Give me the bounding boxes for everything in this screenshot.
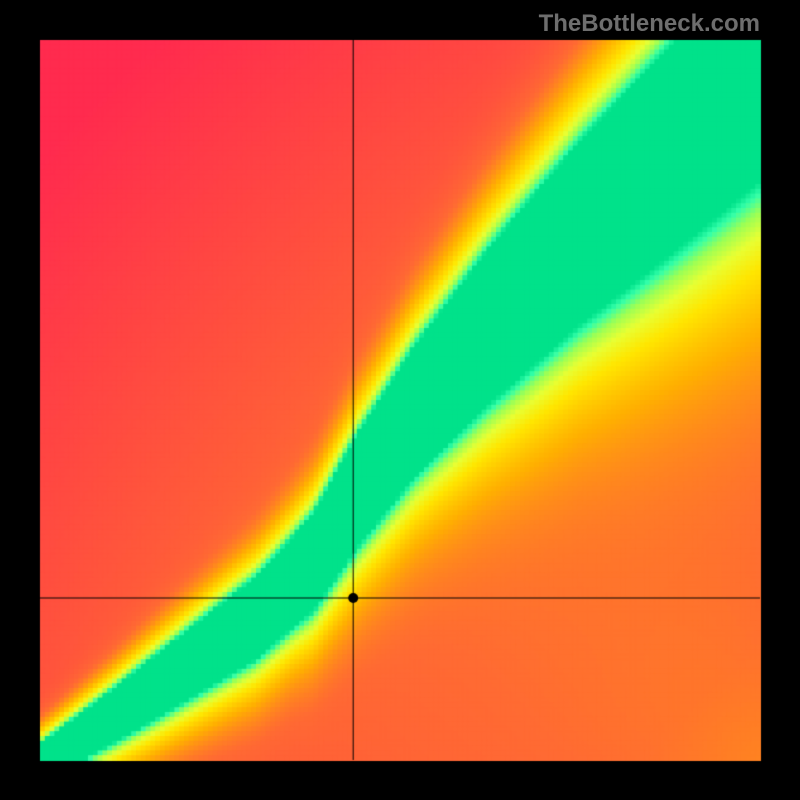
bottleneck-heatmap: [0, 0, 800, 800]
watermark-text: TheBottleneck.com: [539, 10, 760, 38]
